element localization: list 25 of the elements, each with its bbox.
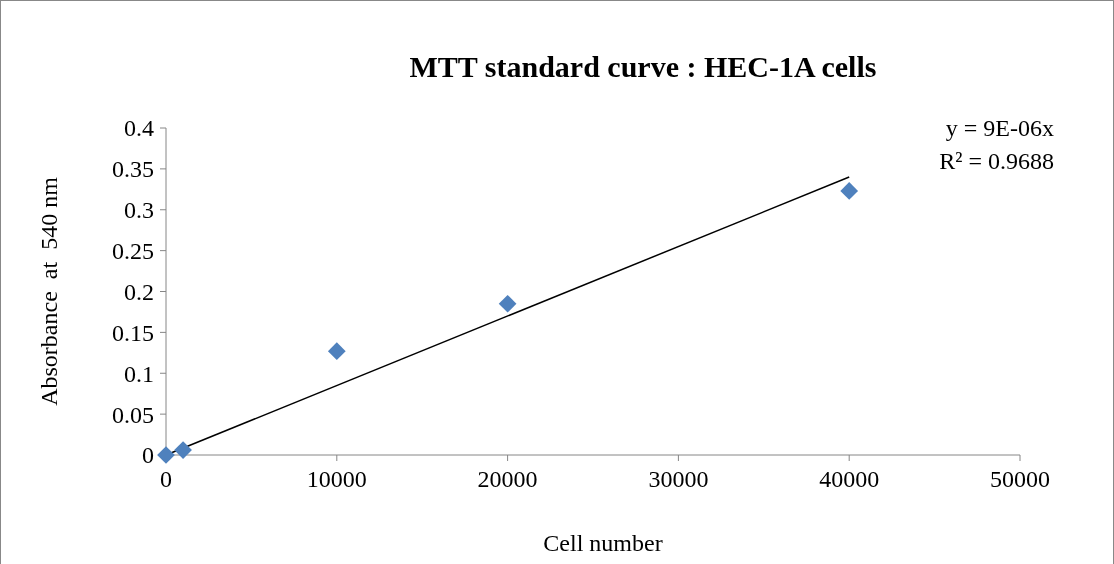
- point: [157, 446, 175, 464]
- x-tick-label: 40000: [819, 466, 880, 492]
- x-tick-label: 30000: [648, 466, 709, 492]
- y-tick-label: 0.1: [124, 360, 154, 387]
- x-axis-title: Cell number: [543, 530, 663, 556]
- x-tick-label: 50000: [990, 466, 1050, 492]
- point: [840, 182, 859, 200]
- y-tick-label: 0.35: [112, 156, 154, 183]
- point: [327, 342, 346, 361]
- y-axis-title: Absorbance at 540 nm: [36, 176, 62, 406]
- annotation: R² = 0.9688: [939, 148, 1054, 174]
- x-tick-label: 10000: [306, 466, 367, 492]
- annotation: y = 9E-06x: [945, 115, 1054, 141]
- y-tick-label: 0: [142, 442, 154, 469]
- y-tick-label: 0.25: [112, 238, 154, 265]
- x-tick-label: 20000: [477, 466, 538, 492]
- y-tick-label: 0.4: [124, 115, 154, 142]
- y-tick-label: 0.2: [124, 278, 154, 305]
- point: [174, 441, 192, 459]
- chart-title: MTT standard curve : HEC-1A cells: [409, 50, 877, 83]
- point: [498, 294, 517, 313]
- y-tick-label: 0.05: [112, 401, 154, 428]
- x-tick-label: 0: [160, 466, 172, 492]
- y-tick-label: 0.15: [112, 319, 154, 346]
- y-tick-label: 0.3: [124, 197, 154, 224]
